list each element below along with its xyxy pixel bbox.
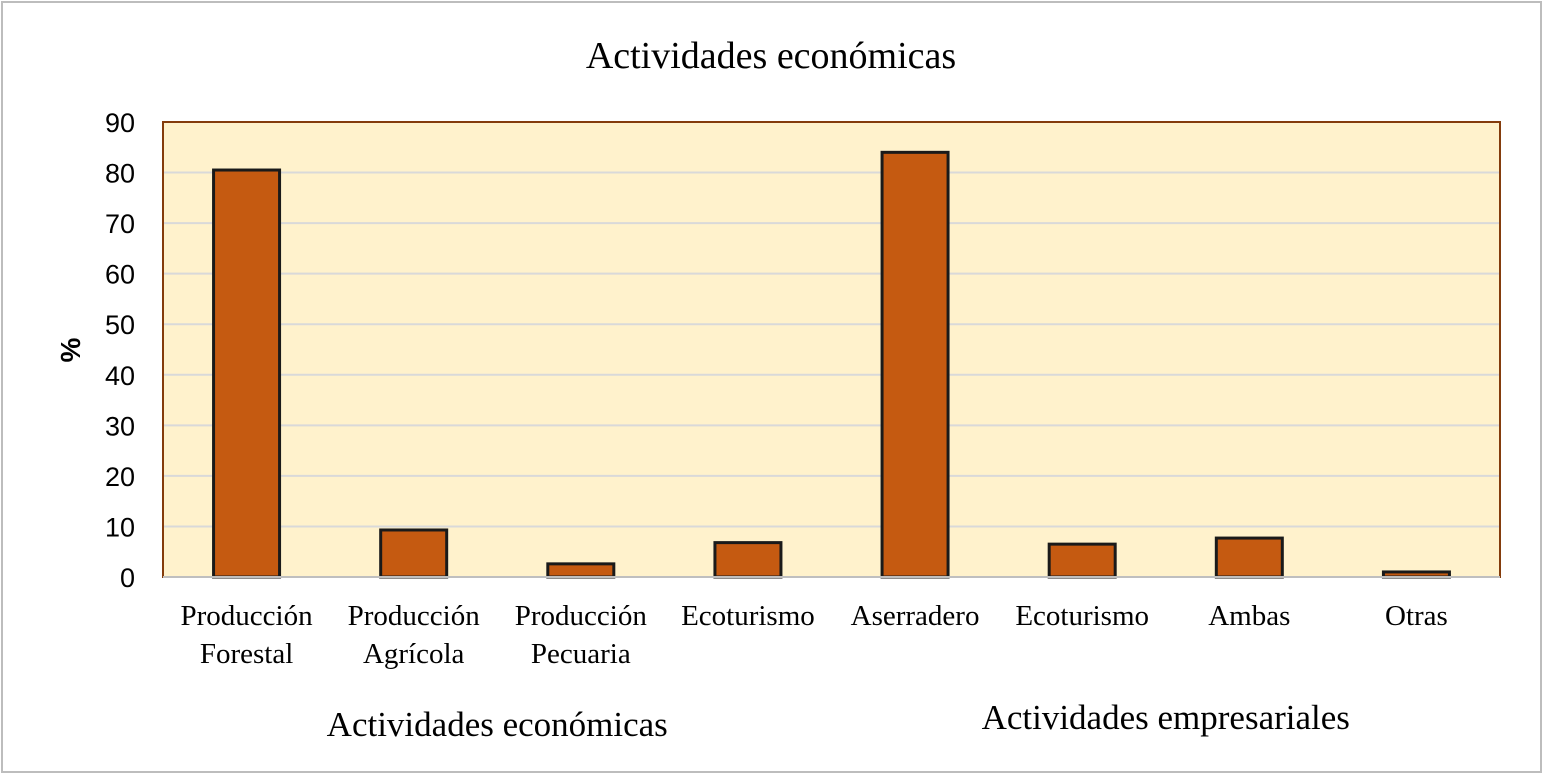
x-tick-label: Producción xyxy=(515,600,648,632)
x-tick-label: Ambas xyxy=(1208,600,1290,632)
y-axis-ticks: 0 10 20 30 40 50 60 70 80 90 xyxy=(105,108,135,593)
x-tick-label: Ecoturismo xyxy=(681,600,815,632)
x-tick-label: Producción xyxy=(181,600,314,632)
bar xyxy=(546,562,616,579)
bar xyxy=(713,541,783,579)
bar xyxy=(1047,542,1117,579)
x-tick-label: Ecoturismo xyxy=(1015,600,1149,632)
y-tick-label: 10 xyxy=(105,512,135,542)
x-tick-label: Agrícola xyxy=(363,638,465,670)
y-tick-label: 60 xyxy=(105,260,135,290)
y-axis-label: % xyxy=(55,337,86,362)
bar xyxy=(379,528,449,579)
bar xyxy=(1214,536,1284,579)
y-tick-label: 30 xyxy=(105,411,135,441)
y-tick-label: 20 xyxy=(105,462,135,492)
y-tick-label: 40 xyxy=(105,361,135,391)
category-group-labels: Actividades económicas Actividades empres… xyxy=(327,698,1350,744)
y-tick-label: 50 xyxy=(105,310,135,340)
plot-area xyxy=(163,122,1500,577)
x-tick-label: Producción xyxy=(348,600,481,632)
x-tick-label: Aserradero xyxy=(851,600,980,632)
x-axis-ticks: Producción Forestal Producción Agrícola Prod… xyxy=(181,600,1448,670)
category-group-label: Actividades empresariales xyxy=(982,698,1350,737)
chart-title: Actividades económicas xyxy=(586,35,956,77)
y-tick-label: 70 xyxy=(105,209,135,239)
y-tick-label: 90 xyxy=(105,108,135,138)
x-tick-label: Pecuaria xyxy=(531,638,631,670)
x-tick-label: Forestal xyxy=(200,638,293,670)
bar xyxy=(880,150,950,579)
bars xyxy=(212,150,1451,579)
x-tick-label: Otras xyxy=(1385,600,1448,632)
gridlines xyxy=(163,171,1500,528)
y-tick-label: 80 xyxy=(105,159,135,189)
y-tick-label: 0 xyxy=(120,563,135,593)
bar xyxy=(212,168,282,579)
category-group-label: Actividades económicas xyxy=(327,705,668,744)
